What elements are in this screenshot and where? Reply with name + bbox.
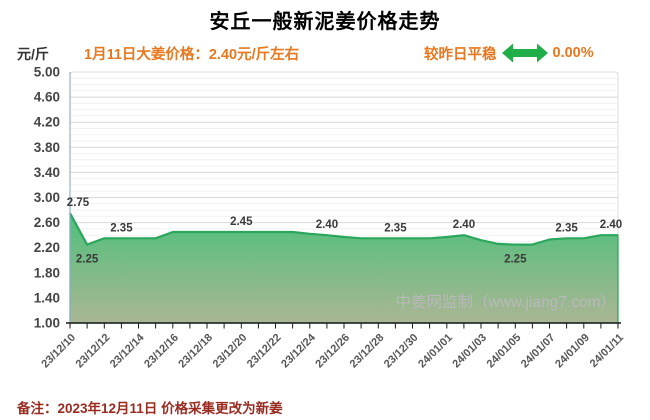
svg-text:24/01/09: 24/01/09	[553, 332, 592, 371]
svg-text:2.20: 2.20	[34, 240, 60, 255]
left-right-arrow-shape	[501, 43, 548, 63]
svg-text:23/12/22: 23/12/22	[245, 332, 284, 371]
chart-title: 安丘一般新泥姜价格走势	[209, 11, 441, 33]
svg-text:2.45: 2.45	[230, 216, 253, 228]
svg-text:24/01/05: 24/01/05	[485, 332, 524, 371]
svg-text:2.35: 2.35	[110, 222, 133, 234]
svg-text:4.60: 4.60	[34, 90, 60, 105]
svg-text:3.00: 3.00	[34, 190, 60, 205]
svg-text:2.25: 2.25	[76, 254, 99, 266]
svg-text:23/12/26: 23/12/26	[313, 332, 352, 371]
svg-text:24/01/01: 24/01/01	[416, 332, 455, 371]
svg-text:4.20: 4.20	[34, 115, 60, 130]
y-tick-labels: 5.00 4.60 4.20 3.80 3.40 3.00 2.60 2.20 1.80 1.40…	[34, 65, 60, 331]
svg-text:23/12/28: 23/12/28	[348, 332, 387, 371]
trend-value: 0.00%	[552, 45, 594, 61]
x-axis	[66, 322, 621, 329]
plot-border	[69, 71, 619, 324]
gridlines	[70, 77, 618, 318]
svg-text:23/12/24: 23/12/24	[279, 331, 318, 370]
data-point-labels: 2.75 2.25 2.35 2.45 2.40 2.35 2.40 2.25 2.35 2.40	[67, 197, 622, 265]
svg-text:2.35: 2.35	[555, 222, 578, 234]
svg-text:1.80: 1.80	[34, 265, 60, 280]
svg-text:23/12/20: 23/12/20	[211, 332, 250, 371]
price-area	[69, 212, 619, 324]
svg-text:24/01/07: 24/01/07	[519, 332, 558, 371]
svg-text:2.40: 2.40	[453, 219, 475, 231]
svg-text:2.75: 2.75	[67, 197, 90, 209]
svg-text:2.25: 2.25	[504, 254, 527, 266]
svg-text:2.40: 2.40	[600, 219, 622, 231]
price-line	[69, 212, 618, 246]
x-tick-labels: 23/12/1023/12/1223/12/1423/12/1623/12/18…	[39, 331, 626, 370]
svg-text:2.60: 2.60	[34, 215, 60, 230]
y-axis-unit-label: 元/斤	[17, 46, 49, 62]
current-price-note: 1月11日大姜价格：2.40元/斤左右	[84, 47, 300, 63]
svg-text:23/12/12: 23/12/12	[74, 332, 113, 371]
footer-note: 备注：2023年12月11日 价格采集更改为新姜	[17, 401, 283, 416]
svg-text:2.40: 2.40	[316, 219, 338, 231]
svg-text:1.40: 1.40	[34, 290, 60, 305]
svg-text:3.40: 3.40	[34, 165, 60, 180]
svg-text:24/01/11: 24/01/11	[588, 332, 626, 370]
svg-text:2.35: 2.35	[384, 222, 407, 234]
trend-label: 较昨日平稳	[424, 46, 497, 63]
svg-text:3.80: 3.80	[34, 140, 60, 155]
left-right-arrow-icon	[501, 43, 548, 63]
trend-indicator: 较昨日平稳 0.00%	[424, 41, 594, 65]
svg-text:24/01/03: 24/01/03	[450, 332, 489, 371]
svg-text:1.00: 1.00	[34, 316, 60, 331]
svg-text:23/12/30: 23/12/30	[382, 332, 421, 371]
svg-text:5.00: 5.00	[34, 65, 60, 80]
watermark: 中姜网监制（www.jiang7.com）	[396, 293, 617, 311]
svg-text:23/12/14: 23/12/14	[108, 331, 147, 370]
svg-text:23/12/16: 23/12/16	[142, 332, 181, 371]
svg-text:23/12/18: 23/12/18	[176, 332, 215, 371]
svg-text:23/12/10: 23/12/10	[39, 332, 78, 371]
